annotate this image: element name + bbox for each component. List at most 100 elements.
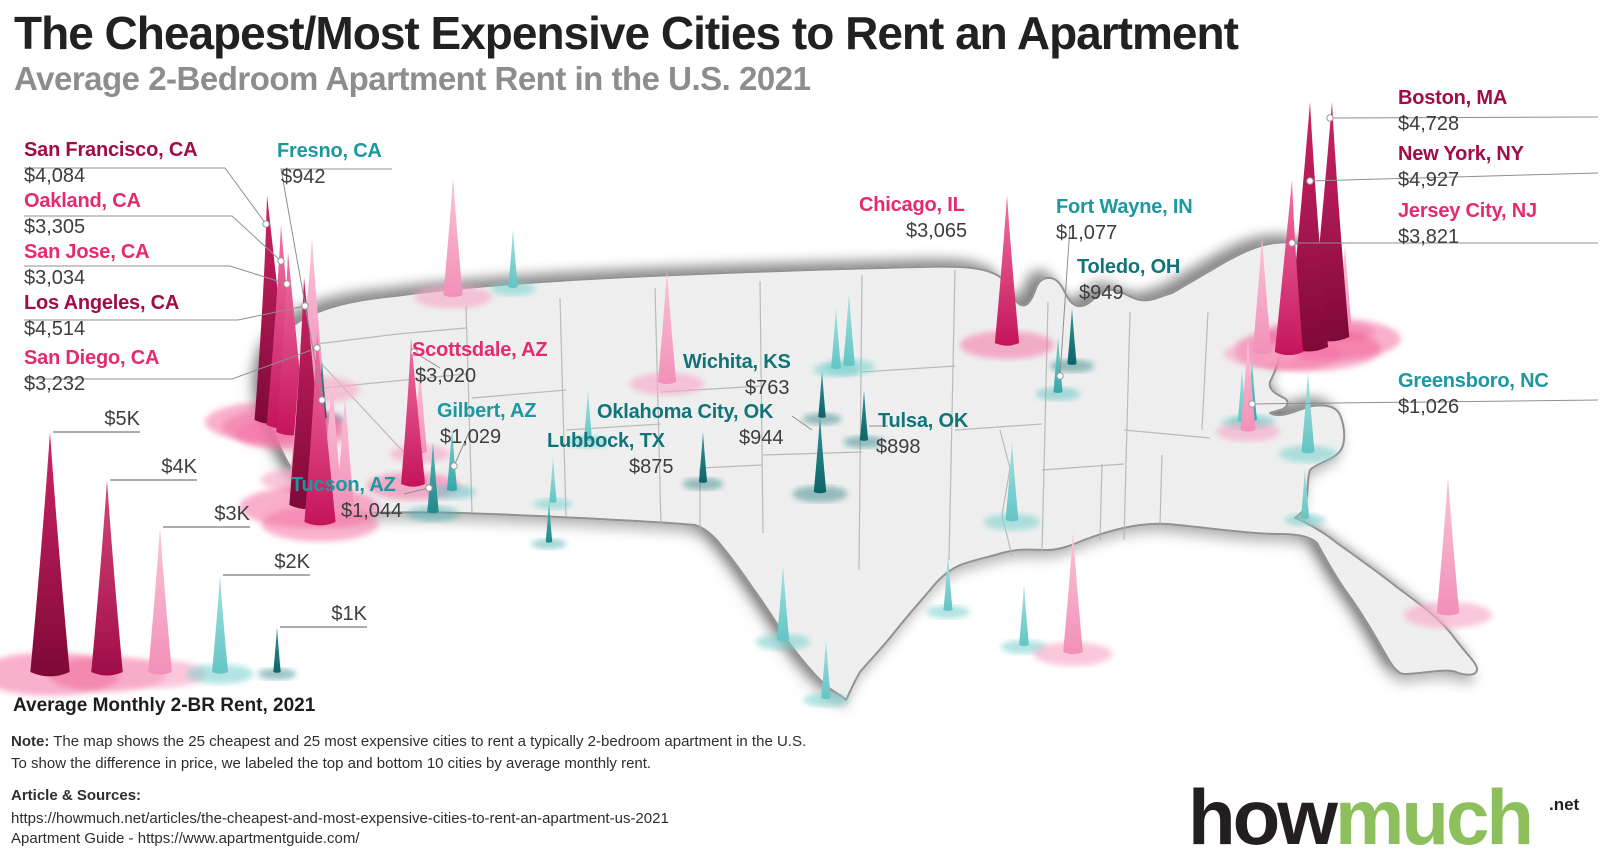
spike-tulsa-ok bbox=[859, 390, 869, 441]
leader-line bbox=[24, 265, 288, 285]
logo-how: how bbox=[1188, 773, 1338, 853]
logo-net-suffix: .net bbox=[1549, 795, 1580, 814]
leader-line bbox=[1309, 172, 1599, 182]
spike-unlabeled bbox=[1063, 532, 1083, 655]
spike-unlabeled bbox=[776, 565, 790, 642]
spike-unlabeled bbox=[545, 502, 553, 543]
spike-unlabeled bbox=[508, 229, 518, 289]
note-text-1: The map shows the 25 cheapest and 25 mos… bbox=[49, 733, 807, 750]
spike-gilbert-az bbox=[446, 428, 458, 492]
spike-unlabeled bbox=[1019, 585, 1029, 647]
spike-jersey-city-nj bbox=[1274, 180, 1304, 356]
spike-unlabeled-glow bbox=[983, 513, 1041, 531]
note-block: Note: The map shows the 25 cheapest and … bbox=[11, 731, 806, 775]
spike-scottsdale-az bbox=[401, 338, 425, 487]
spike-unlabeled-glow bbox=[1216, 422, 1280, 442]
legend-tick-label: $2K bbox=[274, 551, 310, 573]
spike-unlabeled bbox=[1252, 237, 1272, 355]
spike-unlabeled bbox=[821, 640, 831, 700]
spike-wichita-ks-glow bbox=[802, 413, 842, 425]
legend-spike-2k-glow bbox=[186, 664, 254, 684]
spike-san-diego-ca bbox=[304, 332, 336, 526]
spike-unlabeled bbox=[1005, 442, 1019, 522]
note-label: Note: bbox=[11, 733, 50, 750]
sources-heading: Article & Sources: bbox=[11, 787, 142, 804]
spike-unlabeled bbox=[336, 397, 354, 507]
leader-line bbox=[280, 168, 392, 401]
spike-unlabeled bbox=[1436, 476, 1460, 616]
leader-dot bbox=[1306, 177, 1314, 185]
leader-dot bbox=[425, 484, 433, 492]
spike-oklahoma-city-ok-glow bbox=[792, 485, 848, 503]
spike-unlabeled-glow bbox=[803, 693, 849, 707]
spike-unlabeled-glow bbox=[567, 435, 609, 449]
leader-line bbox=[1059, 225, 1071, 377]
spike-unlabeled bbox=[549, 457, 557, 503]
page-subtitle: Average 2-Bedroom Apartment Rent in the … bbox=[14, 60, 811, 97]
legend: $5K $4K $3K $2K $1K bbox=[53, 408, 368, 628]
spike-unlabeled bbox=[943, 555, 953, 612]
leader-line bbox=[791, 415, 813, 431]
leader-dot bbox=[318, 396, 326, 404]
spike-unlabeled-glow bbox=[1279, 445, 1337, 463]
rent-spikes bbox=[30, 102, 1460, 700]
spike-lubbock-tx bbox=[698, 432, 708, 483]
leader-line bbox=[24, 167, 267, 225]
leader-line bbox=[413, 351, 441, 369]
source-url-1: https://howmuch.net/articles/the-cheapes… bbox=[11, 810, 669, 827]
spike-unlabeled bbox=[1300, 468, 1310, 519]
note-line-1: Note: The map shows the 25 cheapest and … bbox=[11, 731, 806, 753]
spike-unlabeled bbox=[583, 390, 593, 441]
leader-line bbox=[1251, 399, 1599, 405]
spike-tulsa-ok-glow bbox=[843, 435, 885, 449]
leader-dot bbox=[410, 348, 418, 356]
legend-caption: Average Monthly 2-BR Rent, 2021 bbox=[13, 695, 316, 716]
leader-dot bbox=[301, 302, 309, 310]
spike-unlabeled bbox=[657, 270, 677, 385]
legend-tick-label: $4K bbox=[161, 456, 197, 478]
spike-tucson-az-glow bbox=[407, 506, 459, 522]
spike-unlabeled bbox=[1301, 372, 1315, 454]
legend-spike-3k bbox=[148, 527, 172, 675]
leader-dot bbox=[1248, 400, 1256, 408]
legend-tick-label: $1K bbox=[331, 603, 367, 625]
leader-line bbox=[1329, 116, 1599, 119]
spike-unlabeled-glow bbox=[533, 498, 573, 510]
legend-spike-5k bbox=[30, 432, 70, 677]
spike-unlabeled-glow bbox=[755, 633, 811, 651]
spike-unlabeled bbox=[831, 308, 841, 370]
spike-oklahoma-city-ok bbox=[813, 416, 827, 494]
source-url-2: Apartment Guide - https://www.apartmentg… bbox=[11, 830, 360, 847]
leader-line bbox=[24, 347, 318, 380]
leader-dot bbox=[262, 220, 270, 228]
note-line-2: To show the difference in price, we labe… bbox=[11, 755, 652, 772]
spike-unlabeled-glow bbox=[812, 363, 860, 377]
spike-unlabeled bbox=[843, 293, 855, 367]
leader-dot bbox=[450, 462, 458, 470]
legend-spike-1k bbox=[273, 627, 281, 673]
spike-fort-wayne-in-glow bbox=[1035, 387, 1081, 401]
spike-unlabeled bbox=[1240, 338, 1256, 432]
leader-dot bbox=[277, 257, 285, 265]
legend-spike-1k-glow bbox=[257, 668, 297, 680]
howmuch-logo: howmuch bbox=[1188, 772, 1534, 853]
leader-line bbox=[453, 429, 471, 467]
spike-chicago-il bbox=[994, 195, 1020, 346]
leader-line bbox=[24, 215, 282, 262]
leader-dot bbox=[1326, 114, 1334, 122]
leader-lines bbox=[24, 116, 1599, 495]
spike-unlabeled-glow bbox=[531, 538, 567, 550]
legend-tick-label: $3K bbox=[214, 503, 250, 525]
leader-dot bbox=[283, 280, 291, 288]
leader-dots bbox=[262, 114, 1334, 492]
spike-toledo-oh bbox=[1067, 308, 1077, 366]
leader-dot bbox=[1288, 239, 1296, 247]
page-title: The Cheapest/Most Expensive Cities to Re… bbox=[14, 7, 1239, 59]
spike-unlabeled-glow bbox=[926, 605, 970, 619]
spike-gilbert-az-glow bbox=[428, 484, 476, 500]
spike-lubbock-tx-glow bbox=[682, 477, 724, 491]
spike-unlabeled bbox=[443, 177, 463, 298]
legend-spike-4k bbox=[91, 480, 123, 676]
